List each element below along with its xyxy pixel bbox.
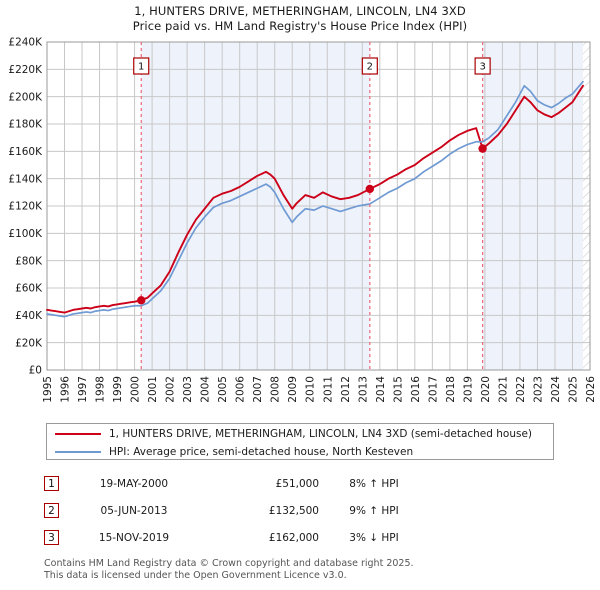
transaction-date: 05-JUN-2013 xyxy=(100,504,168,517)
y-axis-tick-label: £120K xyxy=(8,201,43,213)
title-line-1: 1, HUNTERS DRIVE, METHERINGHAM, LINCOLN,… xyxy=(134,4,466,18)
price-history-chart: £0 £20K £40K £60K £80K £100K £120K £140K £160K £1… xyxy=(8,37,597,403)
x-axis-tick-label: 2018 xyxy=(445,376,457,403)
x-axis-tick-label: 2019 xyxy=(462,376,474,403)
transaction-marker-2: 2 xyxy=(44,503,59,518)
chart-legend: 1, HUNTERS DRIVE, METHERINGHAM, LINCOLN,… xyxy=(46,423,554,460)
x-axis-tick-label: 2011 xyxy=(322,376,334,403)
x-axis-tick-label: 2009 xyxy=(287,376,299,403)
x-axis-tick-label: 2006 xyxy=(235,376,247,403)
transaction-marker-3: 3 xyxy=(44,530,59,545)
marker-dot-2 xyxy=(365,184,375,194)
marker-dot-1 xyxy=(137,296,146,305)
transaction-hpi-delta: 9% ↑ HPI xyxy=(349,504,399,517)
marker-box-1[interactable] xyxy=(133,57,150,75)
x-axis-tick-label: 2002 xyxy=(165,376,177,403)
x-axis-tick-label: 2021 xyxy=(497,376,509,403)
y-axis-tick-label: £160K xyxy=(8,146,43,158)
transaction-price: £162,000 xyxy=(268,531,319,544)
legend-label-price-paid: 1, HUNTERS DRIVE, METHERINGHAM, LINCOLN,… xyxy=(109,427,533,440)
x-axis-tick-label: 2012 xyxy=(340,376,352,403)
transaction-hpi-delta: 3% ↓ HPI xyxy=(349,531,399,544)
y-axis-tick-label: £240K xyxy=(8,37,43,49)
line-swatch-blue-icon xyxy=(55,450,101,453)
x-axis-tick-label: 2017 xyxy=(427,376,439,403)
x-axis-tick-label: 2026 xyxy=(585,376,597,403)
series-line-hpi xyxy=(46,80,584,318)
line-swatch-red-icon xyxy=(55,432,101,435)
y-axis-tick-label: £200K xyxy=(8,91,43,103)
page-title: 1, HUNTERS DRIVE, METHERINGHAM, LINCOLN,… xyxy=(0,4,600,34)
y-axis-tick-label: £220K xyxy=(8,64,43,76)
x-axis-tick-label: 2004 xyxy=(200,376,212,403)
y-axis-tick-label: £0 xyxy=(29,365,42,377)
x-axis-tick-label: 2010 xyxy=(305,376,317,403)
transaction-date: 19-MAY-2000 xyxy=(99,477,169,490)
marker-number-3: 3 xyxy=(479,62,485,73)
x-axis-tick-label: 2020 xyxy=(480,376,492,403)
x-axis-tick-label: 2025 xyxy=(567,376,579,403)
marker-dot-3 xyxy=(478,144,487,153)
x-axis-tick-label: 2016 xyxy=(410,376,422,403)
y-axis-tick-label: £100K xyxy=(8,228,43,240)
legend-item-hpi: HPI: Average price, semi-detached house,… xyxy=(47,443,553,460)
x-axis-tick-label: 2005 xyxy=(217,376,229,403)
x-axis-tick-label: 2014 xyxy=(375,376,387,403)
x-axis-tick-label: 1999 xyxy=(112,376,124,403)
footer-attribution: Contains HM Land Registry data © Crown c… xyxy=(44,558,564,581)
x-axis-tick-label: 1997 xyxy=(77,376,89,403)
footer-line-1: Contains HM Land Registry data © Crown c… xyxy=(44,558,414,569)
y-axis-tick-label: £60K xyxy=(15,283,43,295)
x-axis-tick-label: 2008 xyxy=(270,376,282,403)
y-axis-tick-label: £140K xyxy=(8,173,43,185)
transactions-table: 1 19-MAY-2000 £51,000 8% ↑ HPI 2 05-JUN-… xyxy=(44,470,464,551)
marker-box-3[interactable] xyxy=(474,57,491,75)
x-axis-tick-label: 2001 xyxy=(147,376,159,403)
table-row: 1 19-MAY-2000 £51,000 8% ↑ HPI xyxy=(44,470,464,497)
x-axis-tick-label: 2003 xyxy=(182,376,194,403)
legend-item-price-paid: 1, HUNTERS DRIVE, METHERINGHAM, LINCOLN,… xyxy=(47,425,553,442)
legend-label-hpi: HPI: Average price, semi-detached house,… xyxy=(109,445,414,458)
x-axis-tick-label: 1998 xyxy=(95,376,107,403)
transaction-date: 15-NOV-2019 xyxy=(98,531,170,544)
y-axis-tick-label: £20K xyxy=(15,337,43,349)
marker-number-1: 1 xyxy=(138,62,144,73)
transaction-hpi-delta: 8% ↑ HPI xyxy=(349,477,399,490)
series-line-price-paid xyxy=(46,84,584,314)
x-axis-tick-label: 2023 xyxy=(532,376,544,403)
marker-number-2: 2 xyxy=(367,62,373,73)
y-axis-tick-label: £80K xyxy=(15,255,43,267)
table-row: 2 05-JUN-2013 £132,500 9% ↑ HPI xyxy=(44,497,464,524)
x-axis-tick-label: 1995 xyxy=(42,376,54,403)
x-axis-tick-label: 2013 xyxy=(357,376,369,403)
x-axis-tick-label: 2024 xyxy=(550,376,562,403)
transaction-marker-1: 1 xyxy=(44,476,59,491)
x-axis-tick-label: 2022 xyxy=(515,376,527,403)
y-axis-tick-label: £40K xyxy=(15,310,43,322)
marker-box-2[interactable] xyxy=(361,57,378,75)
x-axis-tick-label: 2000 xyxy=(130,376,142,403)
transaction-price: £51,000 xyxy=(275,477,319,490)
plot-border xyxy=(46,41,591,371)
x-axis-tick-label: 1996 xyxy=(60,376,72,403)
transaction-price: £132,500 xyxy=(268,504,319,517)
title-line-2: Price paid vs. HM Land Registry's House … xyxy=(132,19,468,33)
x-axis-tick-label: 2007 xyxy=(252,376,264,403)
y-axis-tick-label: £180K xyxy=(8,119,43,131)
table-row: 3 15-NOV-2019 £162,000 3% ↓ HPI xyxy=(44,524,464,551)
footer-line-2: This data is licensed under the Open Gov… xyxy=(44,569,347,581)
x-axis-tick-label: 2015 xyxy=(392,376,404,403)
